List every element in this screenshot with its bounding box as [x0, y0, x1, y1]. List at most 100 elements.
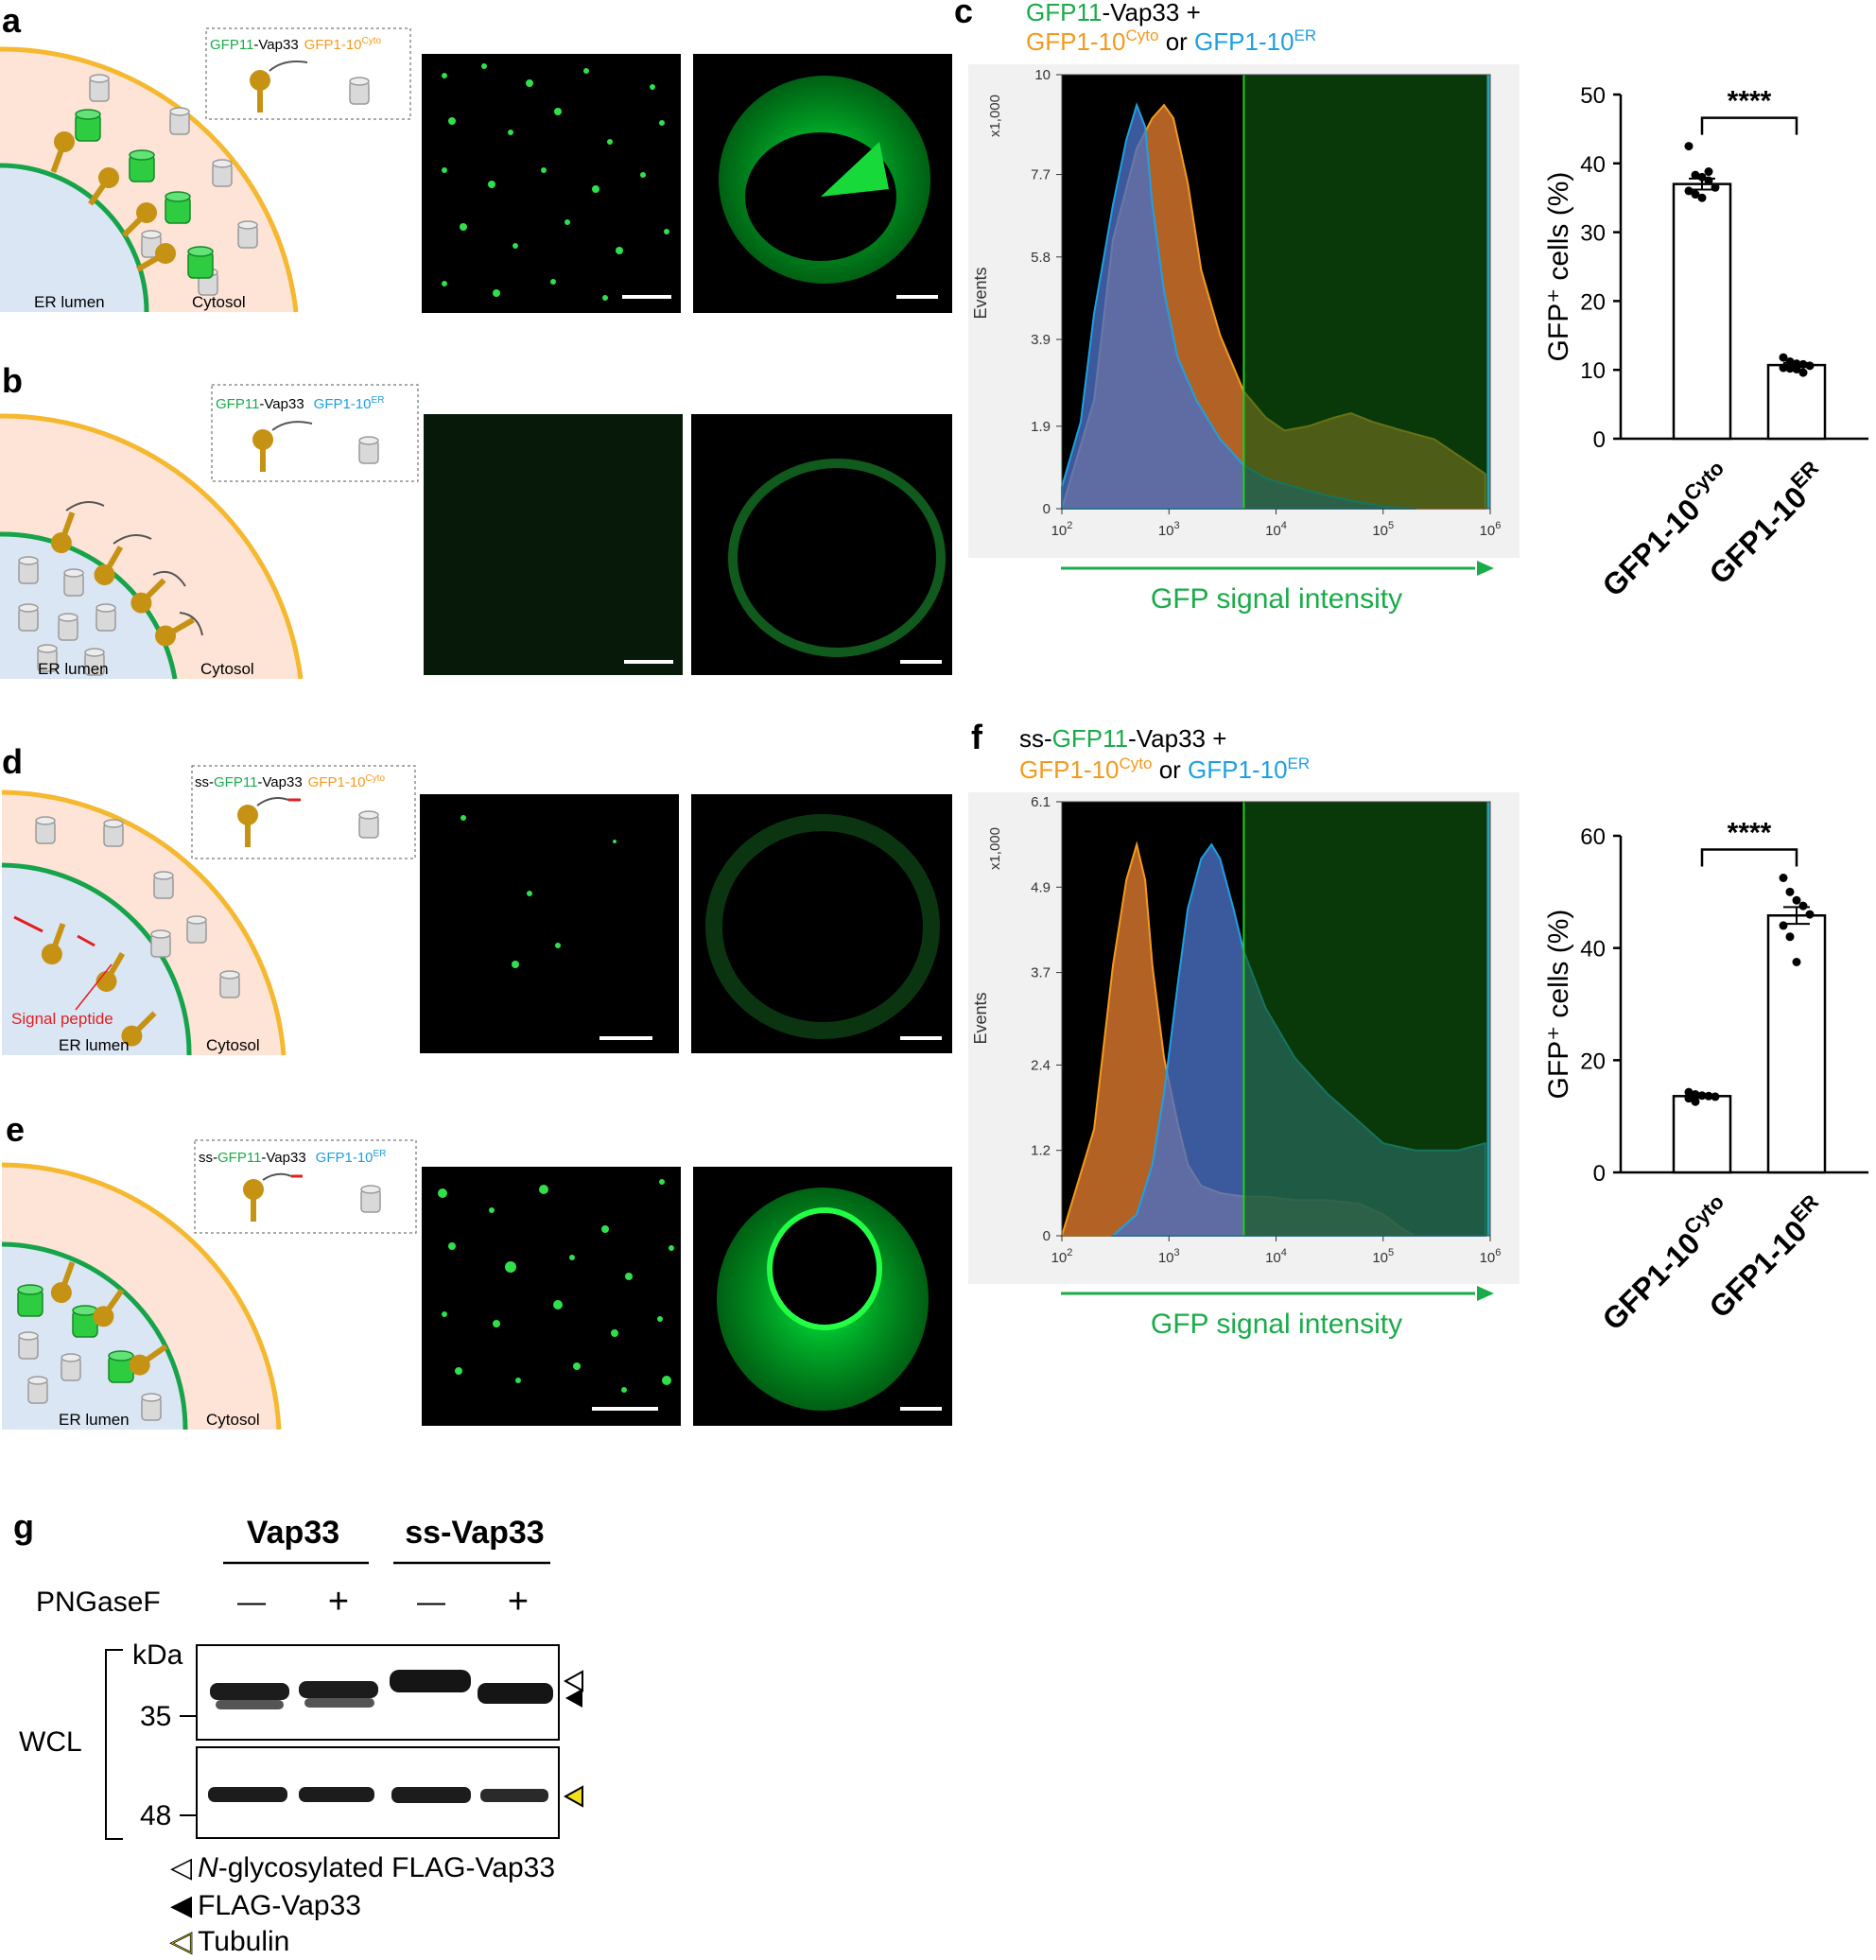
er-lumen-label: ER lumen	[38, 660, 109, 678]
y-axis-label: Events	[971, 267, 990, 319]
er-lumen-region	[0, 165, 147, 312]
y-tick-label: 20	[1580, 289, 1606, 315]
y-unit-label: x1,000	[987, 95, 1003, 137]
y-tick-label: 60	[1580, 824, 1606, 850]
x-tick-label: 103	[1158, 1247, 1180, 1266]
panel-c-letter: c	[954, 0, 973, 30]
y-tick-label: 6.1	[1031, 794, 1051, 810]
y-tick-label: 0	[1043, 1228, 1051, 1244]
data-point	[1792, 958, 1801, 966]
data-point	[1779, 363, 1788, 373]
lane-3-mark: —	[417, 1587, 445, 1618]
data-point	[1691, 1097, 1700, 1106]
significance-stars: ****	[1728, 818, 1772, 849]
data-point	[1798, 359, 1808, 369]
treatment-label: PNGaseF	[36, 1587, 161, 1618]
data-point	[1684, 186, 1694, 196]
data-point	[1684, 1094, 1694, 1103]
signal-peptide-label: Signal peptide	[11, 1010, 113, 1028]
scale-bar	[900, 1036, 942, 1040]
data-point	[1711, 182, 1720, 192]
wcl-label: WCL	[19, 1726, 82, 1758]
filled-triangle-icon	[565, 1689, 582, 1708]
y-tick-label: 20	[1580, 1049, 1606, 1074]
chart-title-line2: GFP1-10Cyto or GFP1-10ER	[1019, 755, 1310, 784]
scale-bar	[622, 295, 671, 299]
data-point	[1785, 364, 1795, 373]
scale-bar	[599, 1036, 652, 1040]
chart-title-line1: GFP11-Vap33 +	[1026, 0, 1201, 26]
x-tick-label: 106	[1480, 520, 1502, 539]
construct-legend-text: GFP11-Vap33 GFP1-10ER	[216, 395, 384, 412]
significance-stars: ****	[1728, 86, 1772, 117]
scale-bar	[900, 1407, 942, 1411]
lane-1-mark: —	[237, 1587, 266, 1618]
y-axis-label: GFP⁺ cells (%)	[1543, 910, 1574, 1100]
legend-filled-triangle: ◀ FLAG-Vap33	[170, 1890, 361, 1921]
cytosol-label: Cytosol	[206, 1036, 260, 1054]
chart-title-line2: GFP1-10Cyto or GFP1-10ER	[1026, 26, 1316, 56]
data-point	[1779, 353, 1788, 362]
y-unit-label: x1,000	[987, 827, 1003, 870]
x-axis-label: GFP signal intensity	[1151, 1309, 1402, 1340]
significance-bracket	[1700, 116, 1798, 135]
x-tick-label: 103	[1158, 520, 1180, 539]
panel-a: a ER lumen Cytosol GFP11-Vap33 GFP1-10Cyt…	[0, 1, 952, 313]
data-point	[1691, 1090, 1700, 1100]
lane-2-mark: +	[328, 1582, 349, 1622]
y-tick-label: 1.2	[1031, 1143, 1051, 1159]
scale-bar	[592, 1407, 658, 1411]
group2-label: ss-Vap33	[405, 1515, 544, 1551]
bar	[1766, 363, 1827, 441]
panel-e: e ER lumen Cytosol ss-GFP11-Vap33 GFP1-10…	[1, 1110, 952, 1431]
y-tick-label: 10	[1034, 67, 1051, 83]
x-tick-label: 102	[1051, 520, 1073, 539]
y-tick-label: 2.4	[1031, 1057, 1051, 1073]
gfp-positive-gate	[1243, 75, 1490, 509]
panel-d-letter: d	[2, 742, 23, 781]
y-tick-label: 50	[1580, 83, 1606, 109]
panel-f: f ss-GFP11-Vap33 + GFP1-10Cyto or GFP1-1…	[968, 718, 1520, 1340]
data-point	[1704, 1091, 1713, 1101]
micrograph-field	[422, 54, 681, 313]
er-lumen-label: ER lumen	[34, 293, 105, 311]
y-axis-label: Events	[971, 992, 990, 1044]
data-point	[1691, 190, 1700, 199]
data-point	[1798, 368, 1808, 377]
yellow-triangle-icon	[563, 1785, 583, 1808]
y-tick-label: 10	[1580, 358, 1606, 384]
significance-bracket	[1700, 848, 1798, 867]
x-tick-label: 105	[1372, 1247, 1394, 1266]
data-point	[1704, 176, 1713, 185]
y-tick-label: 0	[1043, 501, 1051, 517]
y-tick-label: 0	[1593, 427, 1606, 453]
group1-label: Vap33	[247, 1515, 339, 1551]
y-tick-label: 1.9	[1031, 419, 1051, 435]
data-point	[1798, 901, 1808, 911]
construct-legend-text: GFP11-Vap33 GFP1-10Cyto	[210, 36, 382, 53]
micrograph-cell	[691, 794, 952, 1053]
micrograph-dots	[442, 63, 669, 301]
data-point	[1785, 356, 1795, 366]
lane-4-mark: +	[508, 1582, 529, 1622]
micrograph-field	[422, 1167, 681, 1426]
y-tick-label: 0	[1593, 1161, 1606, 1187]
data-point	[1779, 921, 1788, 930]
construct-legend-text: ss-GFP11-Vap33 GFP1-10Cyto	[195, 773, 386, 790]
data-point	[1691, 170, 1700, 180]
data-point	[1697, 193, 1707, 202]
data-point	[1704, 167, 1713, 177]
data-point	[1785, 932, 1795, 942]
legend-yellow-triangle: ◁ Tubulin	[170, 1926, 289, 1957]
data-point	[1785, 887, 1795, 896]
data-point	[1792, 364, 1801, 373]
histogram-c: 0 1.9 3.9 5.8 7.7 10 102 103 104 105 106	[1031, 67, 1501, 539]
x-tick-label: 105	[1372, 520, 1394, 539]
y-axis-label: GFP⁺ cells (%)	[1543, 172, 1574, 362]
cytosol-label: Cytosol	[200, 660, 254, 678]
mw-35: 35	[140, 1701, 171, 1732]
y-tick-label: 3.7	[1031, 965, 1051, 981]
panel-f-letter: f	[971, 718, 983, 756]
scale-bar	[624, 660, 673, 664]
